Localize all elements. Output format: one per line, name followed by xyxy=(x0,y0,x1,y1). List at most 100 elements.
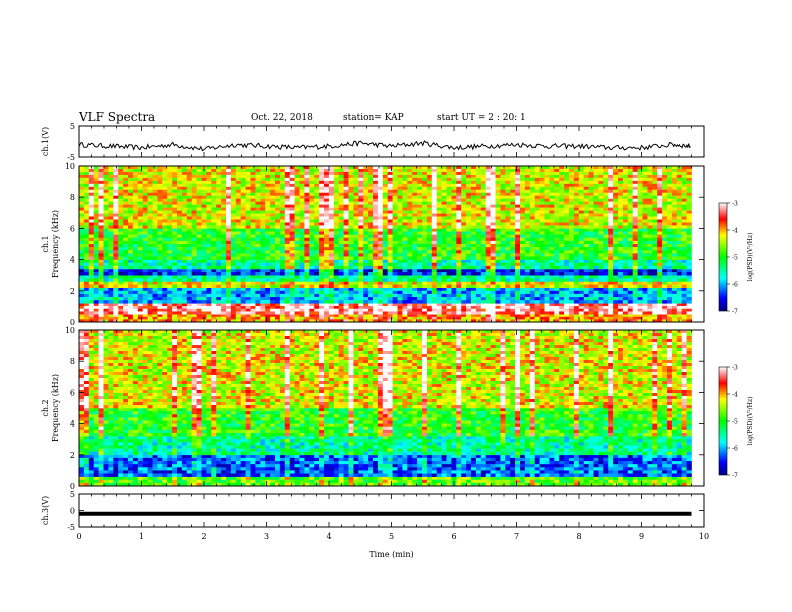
heatmap-cell xyxy=(643,178,648,181)
heatmap-cell xyxy=(398,263,403,266)
heatmap-cell xyxy=(574,263,579,266)
heatmap-cell xyxy=(153,241,158,244)
heatmap-cell xyxy=(113,300,118,303)
heatmap-cell xyxy=(84,317,89,320)
heatmap-cell xyxy=(564,291,569,294)
heatmap-cell xyxy=(603,300,608,303)
heatmap-cell xyxy=(162,300,167,303)
heatmap-cell xyxy=(466,175,471,178)
heatmap-cell xyxy=(471,303,476,306)
heatmap-cell xyxy=(623,172,628,175)
heatmap-cell xyxy=(540,178,545,181)
heatmap-cell xyxy=(643,288,648,291)
heatmap-cell xyxy=(290,263,295,266)
heatmap-cell xyxy=(290,285,295,288)
heatmap-cell xyxy=(246,172,251,175)
heatmap-cell xyxy=(515,232,520,235)
heatmap-cell xyxy=(510,169,515,172)
heatmap-cell xyxy=(206,266,211,269)
heatmap-cell xyxy=(476,294,481,297)
heatmap-cell xyxy=(216,300,221,303)
heatmap-cell xyxy=(589,175,594,178)
heatmap-cell xyxy=(211,181,216,184)
heatmap-cell xyxy=(118,309,123,312)
heatmap-cell xyxy=(638,172,643,175)
heatmap-cell xyxy=(574,306,579,309)
heatmap-cell xyxy=(633,269,638,272)
heatmap-cell xyxy=(598,172,603,175)
heatmap-cell xyxy=(206,300,211,303)
heatmap-cell xyxy=(84,175,89,178)
heatmap-cell xyxy=(456,172,461,175)
heatmap-cell xyxy=(540,288,545,291)
heatmap-cell xyxy=(344,228,349,231)
heatmap-cell xyxy=(236,184,241,187)
heatmap-cell xyxy=(574,291,579,294)
heatmap-cell xyxy=(677,266,682,269)
heatmap-cell xyxy=(407,187,412,190)
heatmap-cell xyxy=(525,278,530,281)
heatmap-cell xyxy=(647,260,652,263)
heatmap-cell xyxy=(628,169,633,172)
heatmap-cell xyxy=(412,228,417,231)
heatmap-cell xyxy=(202,297,207,300)
heatmap-cell xyxy=(246,306,251,309)
heatmap-cell xyxy=(236,187,241,190)
heatmap-cell xyxy=(329,285,334,288)
heatmap-cell xyxy=(353,281,358,284)
heatmap-cell xyxy=(682,172,687,175)
heatmap-cell xyxy=(574,172,579,175)
heatmap-cell xyxy=(339,278,344,281)
heatmap-cell xyxy=(608,178,613,181)
heatmap-cell xyxy=(221,256,226,259)
heatmap-cell xyxy=(89,184,94,187)
heatmap-cell xyxy=(437,300,442,303)
heatmap-cell xyxy=(363,228,368,231)
heatmap-cell xyxy=(177,238,182,241)
heatmap-cell xyxy=(643,300,648,303)
heatmap-cell xyxy=(172,278,177,281)
heatmap-cell xyxy=(197,266,202,269)
heatmap-cell xyxy=(623,266,628,269)
heatmap-cell xyxy=(300,238,305,241)
heatmap-cell xyxy=(496,250,501,253)
heatmap-cell xyxy=(398,306,403,309)
heatmap-cell xyxy=(128,187,133,190)
heatmap-cell xyxy=(476,272,481,275)
heatmap-cell xyxy=(584,184,589,187)
heatmap-cell xyxy=(148,291,153,294)
heatmap-cell xyxy=(202,181,207,184)
heatmap-cell xyxy=(398,309,403,312)
heatmap-cell xyxy=(657,178,662,181)
heatmap-cell xyxy=(373,291,378,294)
heatmap-cell xyxy=(79,187,84,190)
heatmap-cell xyxy=(662,297,667,300)
heatmap-cell xyxy=(623,241,628,244)
heatmap-cell xyxy=(211,303,216,306)
heatmap-cell xyxy=(295,169,300,172)
heatmap-cell xyxy=(270,235,275,238)
heatmap-cell xyxy=(476,175,481,178)
heatmap-cell xyxy=(461,184,466,187)
heatmap-cell xyxy=(388,314,393,317)
heatmap-cell xyxy=(143,281,148,284)
heatmap-cell xyxy=(662,306,667,309)
heatmap-cell xyxy=(451,187,456,190)
heatmap-cell xyxy=(564,266,569,269)
heatmap-cell xyxy=(216,244,221,247)
heatmap-cell xyxy=(525,232,530,235)
heatmap-cell xyxy=(148,241,153,244)
heatmap-cell xyxy=(594,238,599,241)
heatmap-cell xyxy=(265,281,270,284)
heatmap-cell xyxy=(603,288,608,291)
heatmap-cell xyxy=(594,181,599,184)
heatmap-cell xyxy=(309,247,314,250)
heatmap-cell xyxy=(255,269,260,272)
heatmap-cell xyxy=(275,250,280,253)
heatmap-cell xyxy=(687,169,692,172)
heatmap-cell xyxy=(510,272,515,275)
heatmap-cell xyxy=(226,241,231,244)
heatmap-cell xyxy=(456,311,461,314)
heatmap-cell xyxy=(133,260,138,263)
heatmap-cell xyxy=(481,228,486,231)
